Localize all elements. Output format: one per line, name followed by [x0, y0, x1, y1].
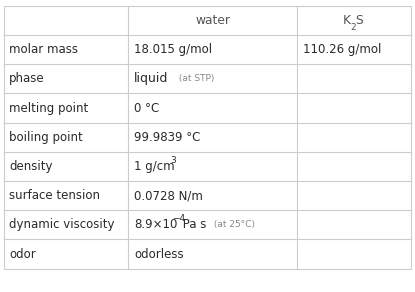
Text: Pa s: Pa s: [179, 218, 206, 231]
Text: (at STP): (at STP): [176, 74, 214, 83]
Text: −4: −4: [172, 214, 186, 223]
Text: 3: 3: [171, 156, 176, 164]
Text: 2: 2: [350, 23, 356, 32]
Text: odorless: odorless: [134, 248, 183, 260]
Text: 18.015 g/mol: 18.015 g/mol: [134, 43, 212, 56]
Text: 99.9839 °C: 99.9839 °C: [134, 131, 200, 144]
Text: 0 °C: 0 °C: [134, 102, 159, 114]
Text: water: water: [195, 14, 230, 27]
Text: density: density: [9, 160, 53, 173]
Text: 110.26 g/mol: 110.26 g/mol: [303, 43, 381, 56]
Text: 1 g/cm: 1 g/cm: [134, 160, 175, 173]
Text: boiling point: boiling point: [9, 131, 83, 144]
Text: 0.0728 N/m: 0.0728 N/m: [134, 189, 203, 202]
Text: liquid: liquid: [134, 72, 168, 85]
Text: surface tension: surface tension: [9, 189, 100, 202]
Text: dynamic viscosity: dynamic viscosity: [9, 218, 115, 231]
Text: 8.9×10: 8.9×10: [134, 218, 177, 231]
Text: odor: odor: [9, 248, 36, 260]
Text: (at 25°C): (at 25°C): [211, 220, 255, 229]
Text: K: K: [343, 14, 351, 27]
Text: molar mass: molar mass: [9, 43, 78, 56]
Text: melting point: melting point: [9, 102, 88, 114]
Text: S: S: [355, 14, 363, 27]
Text: phase: phase: [9, 72, 45, 85]
